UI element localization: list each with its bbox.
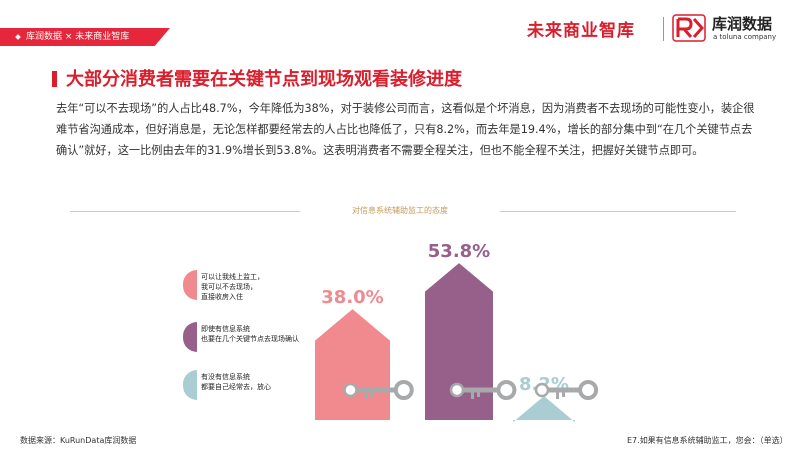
title-accent-bar: [52, 71, 57, 87]
key-tooth-icon: [562, 392, 565, 397]
legend-label-line: 可以让我线上监工，: [201, 273, 264, 281]
legend-label: 可以让我线上监工， 我可以不去现场， 直接收房入住: [201, 272, 264, 302]
brand-future-logo: 未来商业智库: [527, 21, 635, 41]
key-tooth-icon: [556, 392, 559, 399]
brand-divider: [663, 17, 664, 41]
key-tooth-icon: [477, 392, 480, 397]
legend-label: 即使有信息系统也要在几个关键节点去现场确认: [201, 324, 299, 344]
legend-label: 有没有信息系统都要自己经常去，放心: [201, 372, 271, 392]
legend-label-line: 也要在几个关键节点去现场确认: [201, 335, 299, 343]
key-hole-icon: [343, 382, 358, 398]
bar-value-label: 38.0%: [321, 287, 383, 308]
house-bar: [315, 309, 390, 420]
key-ring-icon: [393, 380, 414, 400]
chart-title: 对信息系统辅助监工的态度: [300, 204, 500, 218]
legend-label-line: 都要自己经常去，放心: [201, 383, 271, 391]
body-paragraph: 去年“可以不去现场”的人占比48.7%，今年降低为38%，对于装修公司而言，这看…: [56, 102, 755, 157]
header-tag-text: 库润数据 × 未来商业智库: [26, 32, 130, 42]
key-tooth-icon: [471, 392, 474, 399]
brand-toluna-text: a toluna company: [713, 33, 777, 41]
header-tag: 库润数据 × 未来商业智库: [0, 28, 170, 46]
legend-label-line: 我可以不去现场，: [201, 283, 257, 291]
key-tooth-icon: [370, 392, 374, 397]
house-bar: [425, 263, 493, 420]
bar-value-label: 53.8%: [428, 241, 490, 262]
legend-swatch: [183, 370, 197, 400]
key-shaft-icon: [547, 387, 582, 393]
key-tooth-icon: [364, 392, 368, 399]
key-shaft-icon: [355, 387, 397, 393]
legend-label-line: 有没有信息系统: [201, 373, 250, 381]
legend-label-line: 即使有信息系统: [201, 325, 250, 333]
key-ring-icon: [496, 380, 517, 400]
key-hole-icon: [534, 382, 550, 398]
legend-swatch: [183, 322, 197, 352]
brand-kurun-text: 库润数据: [712, 15, 773, 33]
legend-label-line: 直接收房入住: [201, 293, 243, 301]
kurun-logo-icon: [672, 14, 706, 42]
key-ring-icon: [578, 380, 599, 400]
footer-question: E7.如果有信息系统辅助监工，您会：（单选）: [627, 436, 788, 445]
key-shaft-icon: [462, 387, 500, 393]
page-title: 大部分消费者需要在关键节点到现场观看装修进度: [66, 69, 462, 90]
house-bar: [513, 396, 575, 423]
legend-swatch: [183, 270, 197, 300]
footer-source: 数据来源：KuRunData库润数据: [20, 436, 137, 445]
key-hole-icon: [449, 382, 465, 398]
